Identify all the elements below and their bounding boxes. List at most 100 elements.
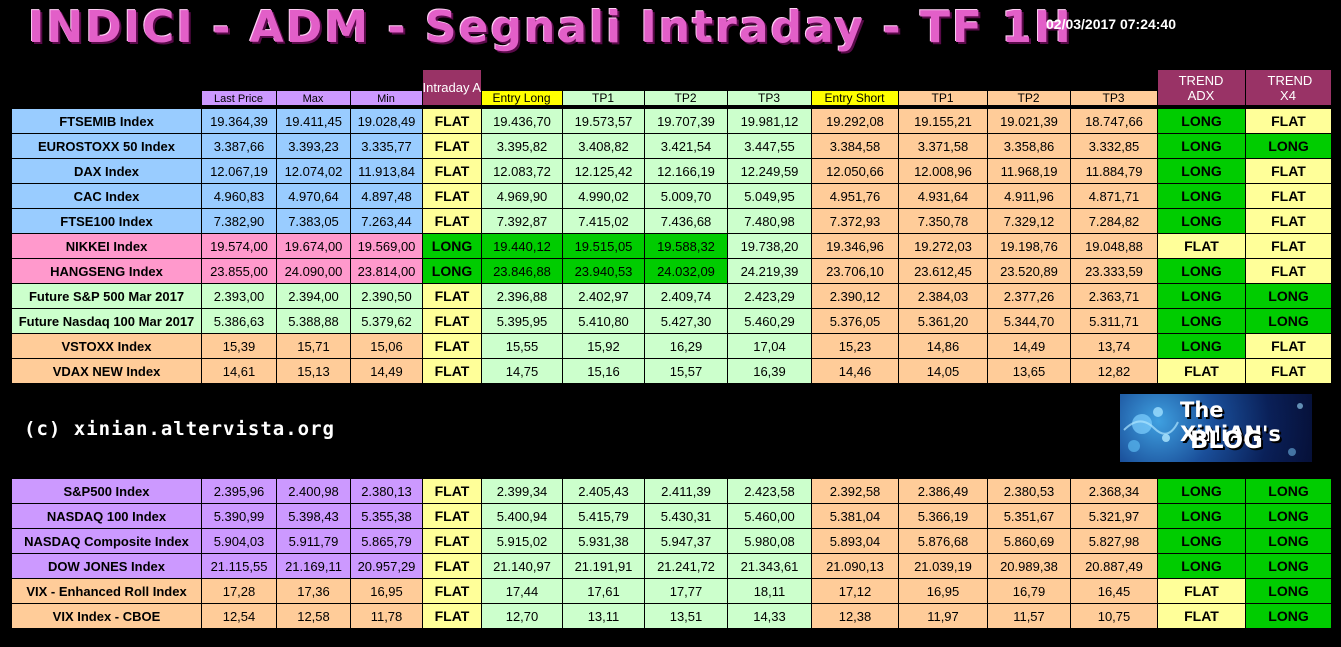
trend-x4-cell: FLAT (1245, 258, 1332, 284)
min-cell: 14,49 (350, 358, 423, 384)
trend-x4-cell: FLAT (1245, 358, 1332, 384)
logo-line-2: BLOG (1190, 426, 1263, 454)
max-cell: 5.388,88 (276, 308, 351, 334)
tp2-short-cell: 2.380,53 (987, 478, 1071, 504)
tp1-short-cell: 5.361,20 (898, 308, 988, 334)
intraday-adm-cell: FLAT (422, 528, 482, 554)
min-cell: 19.028,49 (350, 108, 423, 134)
index-name: NASDAQ Composite Index (11, 528, 202, 554)
logo-splash-graphic (1123, 403, 1303, 456)
entry-long-cell: 5.395,95 (481, 308, 563, 334)
last-price-cell: 5.904,03 (201, 528, 277, 554)
trend-x4-cell: FLAT (1245, 233, 1332, 259)
trend-adx-cell: LONG (1157, 208, 1246, 234)
header-tp3-short: TP3 (1069, 90, 1158, 106)
tp1-short-cell: 23.612,45 (898, 258, 988, 284)
last-price-cell: 2.395,96 (201, 478, 277, 504)
copyright-credit: (c) xinian.altervista.org (24, 418, 335, 440)
tp1-short-cell: 2.386,49 (898, 478, 988, 504)
header-spacer (987, 69, 1070, 91)
entry-long-cell: 23.846,88 (481, 258, 563, 284)
blog-logo: The XiNiAN's BLOG (1120, 394, 1312, 462)
entry-short-cell: 23.706,10 (811, 258, 899, 284)
entry-long-cell: 17,44 (481, 578, 563, 604)
tp2-long-cell: 19.588,32 (644, 233, 728, 259)
intraday-adm-cell: LONG (422, 233, 482, 259)
last-price-cell: 7.382,90 (201, 208, 277, 234)
tp3-short-cell: 7.284,82 (1070, 208, 1158, 234)
index-name: Future S&P 500 Mar 2017 (11, 283, 202, 309)
table-row: VSTOXX Index 15,39 15,71 15,06 FLAT 15,55 15,9… (11, 333, 1332, 359)
logo-line-1: The XiNiAN's (1180, 398, 1281, 446)
tp1-short-cell: 21.039,19 (898, 553, 988, 579)
tp2-short-cell: 3.358,86 (987, 133, 1071, 159)
tp1-long-cell: 15,16 (562, 358, 645, 384)
entry-long-cell: 15,55 (481, 333, 563, 359)
tp3-long-cell: 24.219,39 (727, 258, 812, 284)
tp2-short-cell: 19.021,39 (987, 108, 1071, 134)
tp2-short-cell: 20.989,38 (987, 553, 1071, 579)
tp2-short-cell: 2.377,26 (987, 283, 1071, 309)
table-row: Future Nasdaq 100 Mar 2017 5.386,63 5.388,… (11, 308, 1332, 334)
tp2-long-cell: 13,51 (644, 603, 728, 629)
last-price-cell: 12.067,19 (201, 158, 277, 184)
header-tp1-long: TP1 (561, 90, 645, 106)
tp1-long-cell: 23.940,53 (562, 258, 645, 284)
trend-x4-cell: LONG (1245, 553, 1332, 579)
tp2-long-cell: 2.411,39 (644, 478, 728, 504)
intraday-adm-cell: FLAT (422, 133, 482, 159)
table-row: EUROSTOXX 50 Index 3.387,66 3.393,23 3.335,… (11, 133, 1332, 159)
index-name: DAX Index (11, 158, 202, 184)
last-price-cell: 23.855,00 (201, 258, 277, 284)
tp1-short-cell: 19.272,03 (898, 233, 988, 259)
index-name: FTSEMIB Index (11, 108, 202, 134)
table-row: DAX Index 12.067,19 12.074,02 11.913,84 FLAT… (11, 158, 1332, 184)
index-name: CAC Index (11, 183, 202, 209)
table-row: DOW JONES Index 21.115,55 21.169,11 20.957,… (11, 553, 1332, 579)
trend-x4-cell: LONG (1245, 133, 1332, 159)
trend-x4-cell: FLAT (1245, 333, 1332, 359)
tp2-short-cell: 13,65 (987, 358, 1071, 384)
min-cell: 11,78 (350, 603, 423, 629)
min-cell: 20.957,29 (350, 553, 423, 579)
intraday-adm-cell: FLAT (422, 578, 482, 604)
index-name: NASDAQ 100 Index (11, 503, 202, 529)
entry-short-cell: 2.390,12 (811, 283, 899, 309)
timestamp: 02/03/2017 07:24:40 (1046, 16, 1176, 32)
last-price-cell: 15,39 (201, 333, 277, 359)
trend-x4-cell: LONG (1245, 308, 1332, 334)
tp1-long-cell: 3.408,82 (562, 133, 645, 159)
tp2-short-cell: 4.911,96 (987, 183, 1071, 209)
min-cell: 23.814,00 (350, 258, 423, 284)
trend-x4-cell: LONG (1245, 578, 1332, 604)
tp1-long-cell: 13,11 (562, 603, 645, 629)
trend-adx-cell: LONG (1157, 553, 1246, 579)
max-cell: 19.411,45 (276, 108, 351, 134)
entry-long-cell: 2.399,34 (481, 478, 563, 504)
tp3-short-cell: 3.332,85 (1070, 133, 1158, 159)
intraday-adm-cell: FLAT (422, 308, 482, 334)
trend-adx-cell: FLAT (1157, 233, 1246, 259)
signals-table-us: S&P500 Index 2.395,96 2.400,98 2.380,13 FLAT… (11, 478, 1332, 629)
min-cell: 2.380,13 (350, 478, 423, 504)
signals-table-main: FTSEMIB Index 19.364,39 19.411,45 19.028,49… (11, 108, 1332, 384)
tp3-short-cell: 13,74 (1070, 333, 1158, 359)
header-spacer (11, 69, 201, 91)
min-cell: 5.379,62 (350, 308, 423, 334)
tp2-short-cell: 14,49 (987, 333, 1071, 359)
table-row: FTSEMIB Index 19.364,39 19.411,45 19.028,49… (11, 108, 1332, 134)
tp3-short-cell: 11.884,79 (1070, 158, 1158, 184)
tp1-long-cell: 5.931,38 (562, 528, 645, 554)
tp2-long-cell: 5.427,30 (644, 308, 728, 334)
trend-x4-cell: LONG (1245, 528, 1332, 554)
tp2-short-cell: 5.344,70 (987, 308, 1071, 334)
table-row: NASDAQ Composite Index 5.904,03 5.911,79 5.… (11, 528, 1332, 554)
tp1-long-cell: 19.515,05 (562, 233, 645, 259)
index-name: VDAX NEW Index (11, 358, 202, 384)
tp1-short-cell: 12.008,96 (898, 158, 988, 184)
max-cell: 5.911,79 (276, 528, 351, 554)
tp3-long-cell: 19.738,20 (727, 233, 812, 259)
tp1-short-cell: 5.876,68 (898, 528, 988, 554)
index-name: DOW JONES Index (11, 553, 202, 579)
tp2-short-cell: 23.520,89 (987, 258, 1071, 284)
